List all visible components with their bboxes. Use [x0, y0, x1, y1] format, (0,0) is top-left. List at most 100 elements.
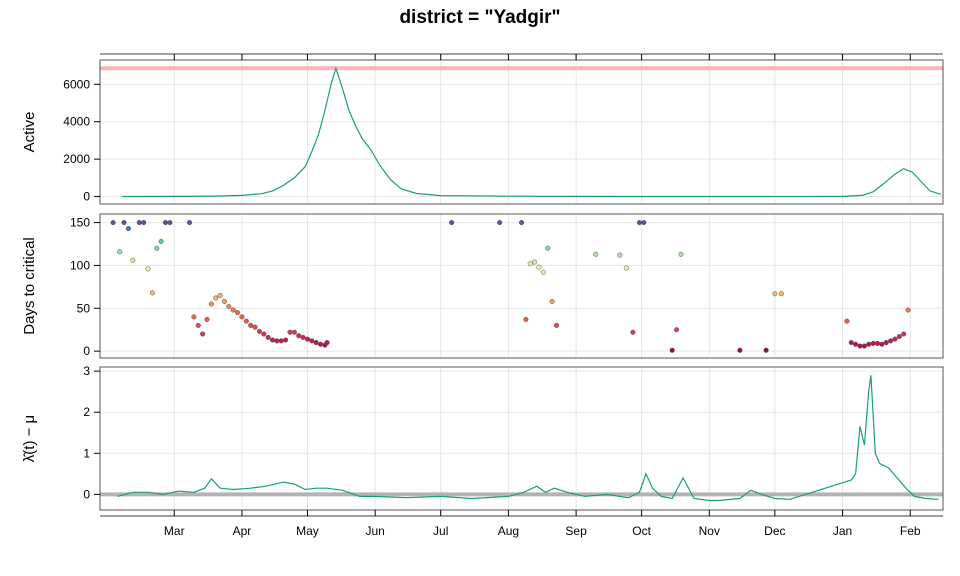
data-point	[261, 331, 267, 337]
data-point	[497, 220, 503, 226]
data-point	[636, 220, 642, 226]
data-point	[883, 340, 889, 346]
x-tick-label: Aug	[498, 524, 519, 538]
data-point	[278, 338, 284, 344]
data-point	[553, 322, 559, 328]
data-point	[300, 334, 306, 340]
y-tick-label: 150	[70, 216, 90, 230]
data-point	[318, 341, 324, 347]
data-point	[641, 220, 647, 226]
series-line	[121, 66, 941, 198]
data-point	[296, 333, 302, 339]
data-point	[117, 249, 123, 255]
data-point	[905, 307, 911, 313]
y-tick-label: 0	[83, 487, 90, 501]
panel-3: 0 1 2 3 λ̂(t) − μ	[21, 364, 944, 511]
data-point	[540, 269, 546, 275]
data-point	[141, 220, 147, 226]
y-tick-label: 50	[77, 301, 91, 315]
series-line	[117, 375, 939, 502]
data-point	[239, 314, 245, 320]
data-point	[778, 291, 784, 297]
data-point	[158, 238, 164, 244]
data-point	[226, 304, 232, 310]
data-point	[313, 340, 319, 346]
data-point	[678, 251, 684, 257]
panel-1: 0 2000 4000 6000 Active	[21, 59, 944, 205]
data-point	[874, 340, 881, 346]
data-point	[549, 298, 555, 304]
data-point	[853, 341, 859, 347]
y-tick-label: 2000	[63, 152, 90, 166]
data-point	[130, 257, 136, 263]
data-point	[283, 337, 289, 343]
data-point	[857, 343, 863, 349]
y-tick-label: 2	[83, 405, 90, 419]
x-tick-label: Jun	[365, 524, 384, 538]
data-point	[737, 347, 743, 353]
data-point	[204, 316, 210, 322]
data-point	[545, 245, 551, 251]
data-point	[901, 331, 907, 337]
data-point	[167, 220, 173, 226]
data-point	[235, 310, 241, 316]
y-axis-label: Active	[21, 112, 38, 153]
panels: 0 2000 4000 6000 Active 0 50 100 150 Days to crit…	[21, 53, 944, 538]
data-point	[265, 334, 271, 340]
x-tick-label: Oct	[632, 524, 651, 538]
data-point	[674, 327, 680, 333]
data-point	[669, 347, 675, 353]
data-point	[136, 220, 142, 226]
data-point	[291, 329, 297, 335]
data-point	[449, 220, 455, 226]
data-point	[870, 340, 876, 346]
y-tick-label: 6000	[63, 77, 90, 91]
data-point	[125, 226, 131, 232]
y-tick-label: 3	[83, 364, 90, 378]
data-point	[623, 265, 629, 271]
data-point	[772, 291, 778, 297]
data-point	[617, 252, 623, 258]
data-point	[110, 220, 116, 226]
data-point	[593, 251, 599, 257]
data-point	[861, 343, 867, 349]
chart-title: district = "Yadgir"	[399, 7, 560, 28]
data-point	[527, 261, 533, 267]
data-point	[256, 328, 262, 334]
data-point	[149, 290, 155, 296]
x-tick-label: Feb	[900, 524, 921, 538]
data-point	[186, 220, 193, 226]
data-point	[518, 220, 525, 226]
data-point	[523, 316, 529, 322]
y-axis-label: λ̂(t) − μ	[21, 415, 38, 462]
x-tick-label: Apr	[233, 524, 252, 538]
x-tick-label: Dec	[764, 524, 785, 538]
x-tick-label: Sep	[565, 524, 587, 538]
x-axis: Mar Apr May Jun Jul Aug Sep Oct Nov Dec Jan Feb	[100, 53, 943, 538]
y-tick-label: 100	[70, 258, 90, 272]
panel-frame	[99, 213, 944, 359]
panel-frame	[99, 366, 944, 511]
data-point	[195, 322, 201, 328]
data-point	[191, 314, 197, 320]
data-point	[630, 329, 636, 335]
data-point	[896, 334, 902, 340]
data-point	[252, 324, 258, 330]
data-point	[848, 340, 854, 346]
x-tick-label: Mar	[164, 524, 185, 538]
y-axis-label: Days to critical	[21, 237, 38, 335]
data-point	[208, 301, 214, 307]
data-point	[213, 295, 219, 301]
data-point	[200, 331, 206, 337]
data-point	[532, 259, 538, 265]
x-tick-label: Jul	[433, 524, 448, 538]
y-tick-label: 0	[83, 344, 90, 358]
data-point	[221, 298, 228, 304]
data-point	[248, 322, 254, 328]
data-point	[324, 340, 330, 346]
data-point	[866, 341, 872, 347]
data-point	[243, 318, 249, 324]
data-point	[309, 338, 315, 344]
y-tick-label: 0	[83, 190, 90, 204]
data-point	[121, 220, 127, 226]
